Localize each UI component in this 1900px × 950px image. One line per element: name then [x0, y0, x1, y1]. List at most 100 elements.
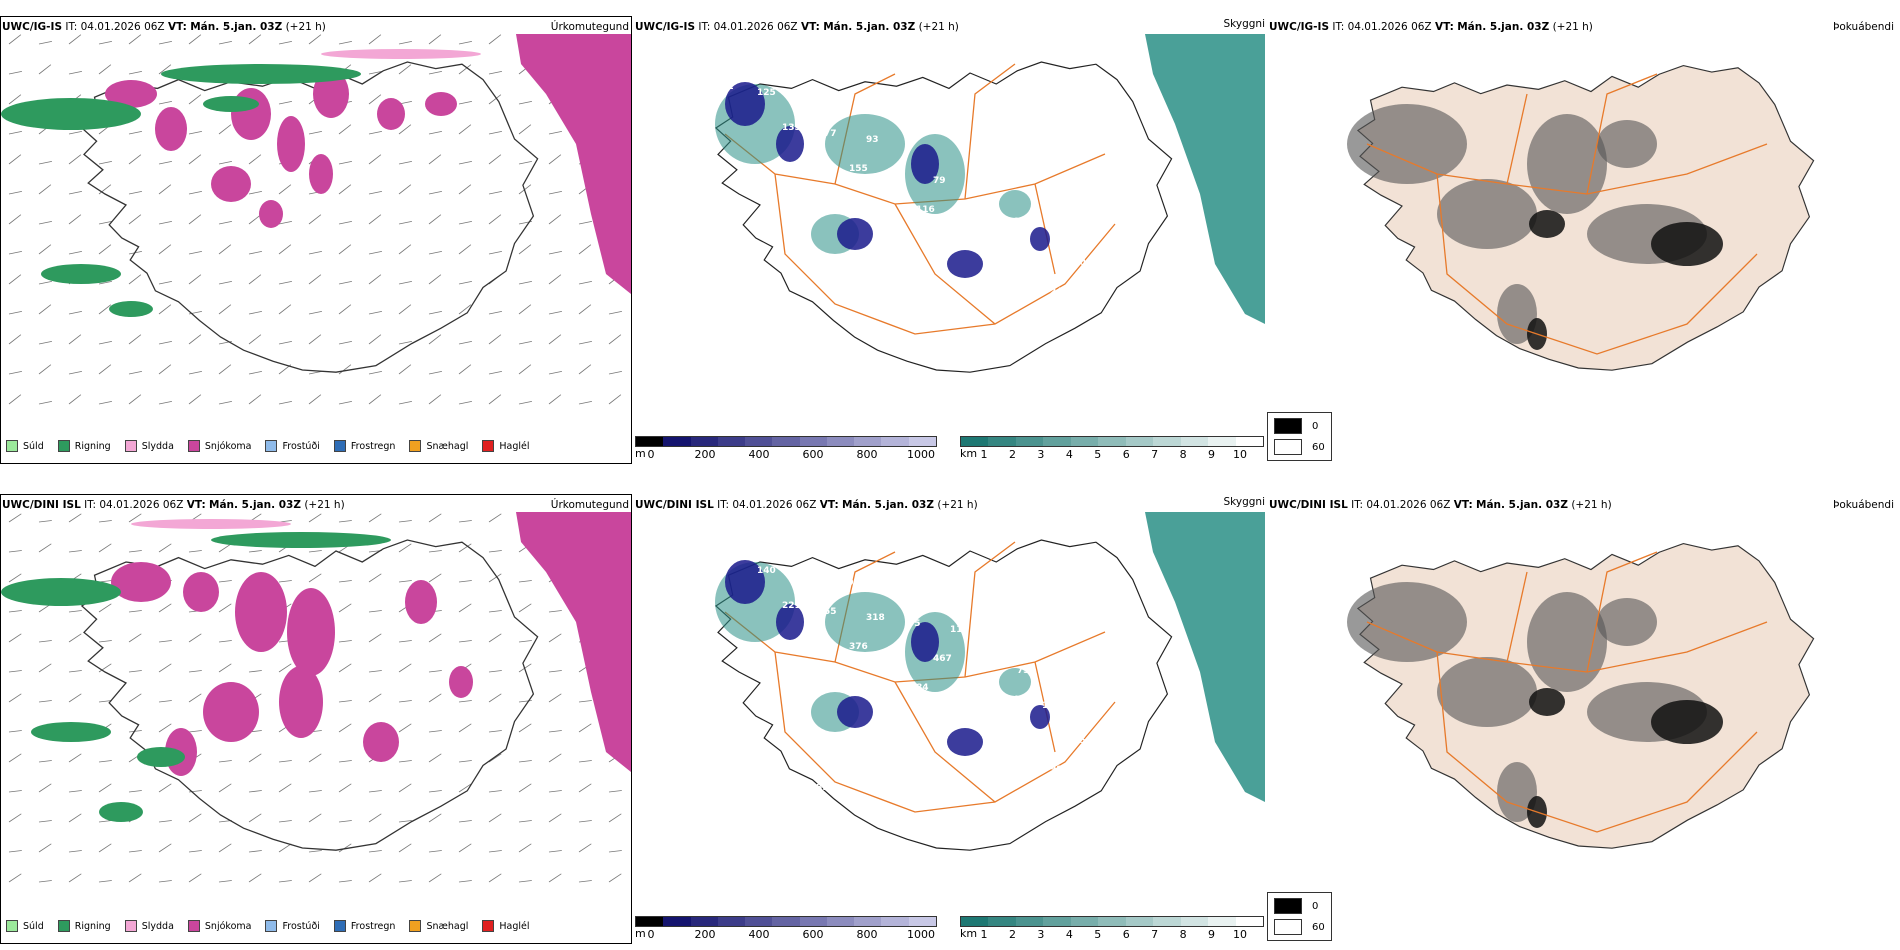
model-name: UWC/IG-IS	[1269, 21, 1330, 33]
wind-barb	[338, 41, 352, 45]
wind-barb	[218, 221, 232, 225]
wind-barb	[368, 274, 382, 285]
wind-barb	[8, 214, 22, 225]
wind-barb	[218, 880, 232, 883]
wind-barb	[548, 311, 562, 315]
legend-label: Haglél	[499, 920, 530, 932]
colorbar-segment	[636, 917, 664, 926]
wind-barb	[98, 221, 112, 225]
vt-value: Mán. 5.jan. 03Z	[209, 499, 301, 511]
wind-barb	[158, 783, 172, 793]
wind-barb	[98, 281, 112, 285]
road-line	[964, 541, 1016, 678]
wind-barb	[218, 640, 232, 643]
wind-barb	[68, 790, 82, 793]
wind-barb	[248, 251, 262, 255]
colorbar-tick-label: 7	[1151, 448, 1159, 461]
wind-barb	[218, 281, 232, 285]
wind-barb	[38, 341, 52, 345]
legend-item: Snjókoma	[187, 440, 251, 452]
wind-barb	[308, 813, 322, 823]
wind-barb	[428, 670, 442, 673]
wind-barb	[218, 783, 232, 793]
snowfall-patch	[111, 562, 171, 602]
rain-band	[99, 802, 143, 822]
wind-barb	[68, 71, 82, 75]
wind-barb	[98, 304, 112, 315]
reduced-visibility-patch	[825, 114, 905, 174]
wind-barb	[128, 394, 142, 405]
wind-barb	[338, 221, 352, 225]
panel-header: UWC/DINI ISL IT: 04.01.2026 06Z VT: Mán.…	[1269, 499, 1612, 511]
visibility-panel-top: UWC/IG-IS IT: 04.01.2026 06Z VT: Mán. 5.…	[633, 0, 1267, 466]
legend-swatch	[187, 920, 200, 932]
dense-fog-core	[1529, 210, 1565, 238]
wind-barb	[488, 813, 502, 823]
wind-barb	[8, 850, 22, 853]
wind-barb	[68, 633, 82, 643]
wind-barb	[128, 873, 142, 883]
wind-barb	[38, 543, 52, 553]
wind-barb	[98, 244, 112, 255]
wind-barb	[578, 401, 592, 405]
wind-barb	[188, 394, 202, 405]
wind-barb	[98, 760, 112, 763]
wind-barb	[458, 843, 472, 853]
wind-barb	[368, 251, 382, 255]
fog-legend-label: 0	[1312, 900, 1319, 912]
wind-barb	[338, 124, 352, 135]
colorbar-tick-label: 600	[802, 928, 824, 941]
wind-barb	[128, 850, 142, 853]
colorbar-tick-label: 200	[694, 928, 716, 941]
wind-barb	[98, 401, 112, 405]
wind-barb	[278, 304, 292, 315]
lead-time: (+21 h)	[1552, 21, 1593, 33]
wind-barb	[8, 670, 22, 673]
fog-swatch-black	[1274, 418, 1302, 434]
fog-legend: 0 60	[1267, 892, 1332, 941]
legend-label: Haglél	[499, 440, 530, 452]
wind-barb	[518, 161, 532, 165]
coastline	[80, 61, 539, 373]
panel-header: UWC/IG-IS IT: 04.01.2026 06Z VT: Mán. 5.…	[1269, 21, 1593, 33]
wind-barb	[368, 154, 382, 165]
wind-barb	[158, 723, 172, 733]
snowfall-patch	[183, 572, 219, 612]
wind-barb	[488, 394, 502, 405]
wind-barb	[38, 820, 52, 823]
wind-barb	[578, 700, 592, 703]
wind-barb	[548, 813, 562, 823]
wind-barb	[98, 41, 112, 45]
wind-barb	[248, 753, 262, 763]
legend-swatch	[409, 920, 422, 932]
legend-label: Slydda	[141, 920, 174, 932]
road-line	[1366, 621, 1768, 673]
cloudbase-value-label: 247	[1050, 287, 1069, 297]
fog-legend-label: 60	[1312, 441, 1325, 453]
colorbar-tick-label: 8	[1179, 928, 1187, 941]
wind-barb	[38, 663, 52, 673]
low-cloudbase-patch	[776, 126, 804, 162]
cloudbase-value-label: 136	[799, 572, 818, 582]
wind-barb	[488, 633, 502, 643]
dense-fog-core	[1529, 688, 1565, 716]
wind-barb	[518, 304, 532, 315]
wind-barb	[158, 663, 172, 673]
cloudbase-value-label: 95	[774, 777, 787, 787]
panel-header: UWC/DINI ISL IT: 04.01.2026 06Z VT: Mán.…	[635, 499, 978, 511]
wind-barb	[128, 34, 142, 45]
colorbar-segment	[854, 917, 882, 926]
wind-barb	[428, 753, 442, 763]
legend-item: Rigning	[57, 920, 111, 932]
visibility-ticks: 1 2 3 4 5 6 7 8 9 10	[960, 447, 1264, 461]
colorbar-segment	[988, 437, 1016, 446]
wind-barb	[278, 244, 292, 255]
wind-barb	[188, 693, 202, 703]
cloudbase-value-label: 98	[1025, 730, 1038, 740]
cloudbase-value-label: 97	[1025, 252, 1038, 262]
model-name: UWC/DINI ISL	[635, 499, 714, 511]
rain-band	[41, 264, 121, 284]
colorbar-segment	[1070, 917, 1099, 926]
wind-barb	[278, 663, 292, 673]
wind-barb	[338, 281, 352, 285]
